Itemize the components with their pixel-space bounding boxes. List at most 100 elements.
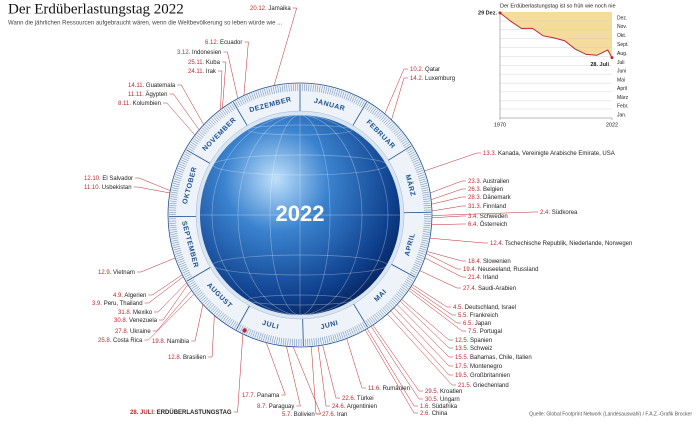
entry-country: ERDÜBERLASTUNGSTAG [157, 409, 232, 416]
entry-date: 19.4. [463, 267, 477, 273]
entry-country: Dänemark [483, 195, 512, 201]
entry-date: 24.11. [188, 69, 205, 75]
entry-label: 19.4. Neuseeland, Russland [463, 267, 538, 273]
entry-country: China [432, 411, 448, 417]
y-tick-label: Jan. [617, 112, 626, 118]
entry-country: Ukraine [130, 329, 151, 335]
leader-line [427, 251, 466, 261]
entry-label: 20.12. Jamaika [250, 6, 291, 12]
entry-country: Ungarn [440, 397, 460, 403]
entry-label: 8.7. Paraguay [257, 404, 294, 410]
entry-country: El Salvador [102, 176, 133, 182]
entry-country: Panama [257, 393, 280, 399]
y-tick-label: Aug. [617, 51, 627, 57]
entry-country: Peru, Thailand [104, 301, 143, 307]
entry-label: 2.4. Südkorea [540, 210, 578, 216]
leader-line [170, 94, 200, 130]
point [499, 11, 502, 14]
entry-date: 7.5. [468, 329, 478, 335]
leader-line [347, 338, 366, 388]
leader-line [311, 347, 320, 414]
leader-line [412, 285, 451, 307]
entry-label: 24.6. Argentinien [332, 404, 377, 410]
entry-country: Bahamas, Chile, Italien [470, 355, 532, 361]
entry-country: Kanada, Vereinigte Arabische Emirate, US… [498, 151, 615, 157]
entry-country: Bolivien [294, 412, 315, 418]
entry-country: Slowenien [483, 259, 511, 265]
y-tick-label: Sept. [617, 42, 629, 48]
globe-year: 2022 [276, 201, 325, 226]
highlight-marker [242, 328, 246, 332]
entry-country: Tschechische Republik, Niederlande, Norw… [505, 241, 632, 247]
entry-date: 12.5. [455, 338, 469, 344]
leader-line [400, 301, 453, 348]
leader-line [432, 206, 466, 211]
leader-line [430, 238, 488, 243]
entry-label: 29.5. Kroatien [425, 389, 462, 395]
leader-line [163, 103, 195, 135]
entry-date: 23.3. [468, 179, 482, 185]
entry-label: 12.9. Vietnam [98, 270, 135, 276]
entry-label: 22.6. Türkei [342, 396, 374, 402]
entry-date: 12.10. [84, 176, 101, 182]
entry-date: 12.9. [98, 270, 112, 276]
y-tick-label: März [617, 95, 629, 101]
entry-label: 26.3. Belgien [468, 187, 503, 193]
entry-country: Vietnam [113, 270, 135, 276]
x-tick-label: 2022 [606, 122, 618, 128]
entry-country: Japan [475, 321, 491, 327]
entry-label: 6.5. Japan [463, 321, 491, 327]
entry-label: 3.12. Indonesien [177, 50, 221, 56]
entry-country: Spanien [470, 338, 492, 344]
leader-line [244, 42, 248, 96]
leader-line [208, 315, 214, 357]
entry-date: 20.12. [250, 6, 267, 12]
entry-country: Usbekistan [102, 185, 132, 191]
entry-date: 25.11. [188, 60, 205, 66]
entry-date: 6.4. [468, 222, 478, 228]
leader-line [223, 52, 237, 99]
leader-line [432, 216, 466, 218]
entry-country: Ägypten [145, 91, 167, 98]
entry-label: 6.12. Ecuador [205, 40, 242, 46]
entry-date: 6.5. [463, 321, 473, 327]
entry-date: 26.3. [468, 187, 482, 193]
source: Quelle: Global Footprint Network (Landes… [529, 411, 692, 417]
entry-date: 10.2. [410, 67, 424, 73]
y-tick-label: Dez. [617, 15, 627, 21]
entry-country: Montenegro [470, 364, 503, 370]
leader-line [411, 286, 456, 315]
entry-country: Großbritannien [470, 373, 510, 379]
entry-country: Südafrika [432, 404, 458, 410]
entry-label: 4.5. Deutschland, Israel [453, 305, 516, 311]
entry-country: Kroatien [440, 389, 462, 395]
entry-date: 8.7. [257, 404, 267, 410]
entry-label: 12.10. El Salvador [84, 176, 133, 182]
entry-label: 19.8. Namibia [152, 339, 190, 345]
entry-label: 5.5. Frankreich [458, 313, 498, 319]
entry-date: 13.5. [455, 346, 469, 352]
entry-country: Belgien [483, 187, 503, 193]
entry-date: 27.4. [463, 286, 477, 292]
entry-country: Guatemala [146, 83, 176, 89]
entry-country: Irak [206, 69, 217, 75]
leader-line [266, 343, 285, 395]
entry-date: 19.5. [455, 373, 469, 379]
entry-country: Rumänien [383, 386, 410, 392]
point [611, 56, 614, 59]
entry-date: 22.6. [342, 396, 356, 402]
leader-line [387, 314, 456, 385]
entry-country: Portugal [480, 329, 502, 335]
entry-date: 12.8. [168, 355, 182, 361]
entry-date: 12.4. [490, 241, 504, 247]
entry-label: 30.8. Venezuela [114, 318, 158, 324]
entry-date: 11.6. [368, 386, 381, 392]
y-tick-label: Okt. [617, 33, 626, 39]
entry-country: Österreich [480, 221, 508, 228]
entry-country: Qatar [425, 67, 440, 73]
entry-label: 10.2. Qatar [410, 67, 440, 73]
entry-date: 6.12. [205, 40, 219, 46]
entry-label: 17.7. Panama [242, 393, 280, 399]
leader-line [135, 178, 170, 191]
